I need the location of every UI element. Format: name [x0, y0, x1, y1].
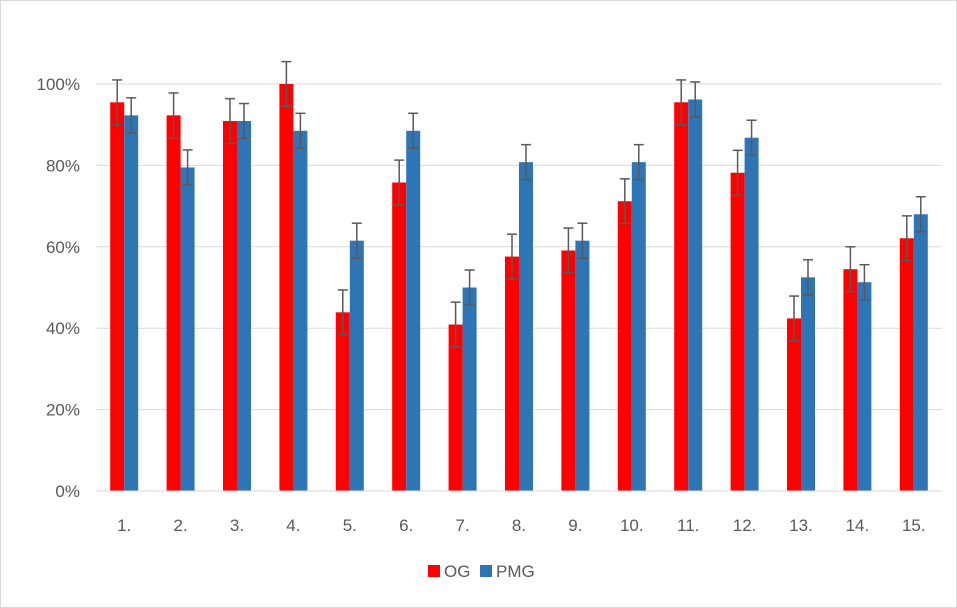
x-tick-label: 11.: [677, 516, 699, 535]
bar-og-4: [279, 84, 294, 491]
y-tick-label: 80%: [46, 156, 80, 175]
bar-og-11: [674, 102, 689, 491]
bar-og-8: [505, 256, 519, 491]
bars: [110, 84, 928, 492]
y-tick-label: 40%: [46, 319, 80, 338]
y-tick-label: 0%: [55, 482, 80, 501]
x-tick-label: 7.: [456, 516, 470, 535]
bar-og-12: [730, 172, 745, 491]
x-tick-label: 3.: [230, 516, 244, 535]
bar-pmg-9: [575, 240, 590, 491]
bar-og-14: [843, 269, 858, 491]
bar-og-15: [899, 238, 914, 491]
x-tick-label: 8.: [512, 516, 526, 535]
x-tick-label: 12.: [733, 516, 757, 535]
x-tick-label: 9.: [568, 516, 582, 535]
y-tick-label: 20%: [46, 401, 80, 420]
x-tick-label: 14.: [846, 516, 870, 535]
bar-pmg-2: [180, 167, 195, 491]
bar-og-2: [166, 115, 181, 492]
bar-og-6: [392, 182, 407, 491]
x-axis-tick-labels: 1. 2. 3. 4. 5. 6. 7. 8. 9. 10. 11. 12. 13. 14. 15.: [117, 516, 926, 535]
bar-og-5: [335, 312, 350, 491]
x-tick-label: 4.: [286, 516, 300, 535]
bar-pmg-11: [688, 99, 703, 491]
legend-label-og: OG: [444, 562, 470, 581]
x-tick-label: 1.: [117, 516, 131, 535]
y-tick-label: 60%: [46, 238, 80, 257]
bar-pmg-4: [293, 130, 308, 491]
legend: OG PMG: [428, 562, 535, 581]
bar-og-7: [448, 324, 463, 491]
bar-pmg-13: [801, 277, 815, 491]
bar-pmg-1: [124, 115, 139, 492]
bar-pmg-7: [462, 287, 477, 491]
bar-pmg-14: [857, 282, 872, 491]
x-tick-label: 15.: [902, 516, 926, 535]
legend-swatch-pmg: [480, 565, 492, 577]
bar-pmg-10: [631, 162, 646, 492]
x-tick-label: 2.: [174, 516, 188, 535]
bar-og-3: [223, 121, 237, 492]
bar-pmg-12: [744, 137, 759, 491]
bar-og-13: [787, 318, 801, 491]
bar-pmg-6: [406, 130, 421, 491]
x-tick-label: 6.: [399, 516, 413, 535]
legend-label-pmg: PMG: [496, 562, 535, 581]
x-tick-label: 10.: [620, 516, 644, 535]
bar-pmg-15: [913, 214, 928, 492]
y-tick-label: 100%: [37, 75, 80, 94]
x-tick-label: 5.: [343, 516, 357, 535]
x-tick-label: 13.: [789, 516, 813, 535]
error-bars: [112, 60, 926, 348]
bar-og-1: [110, 102, 125, 491]
y-axis-tick-labels: 0% 20% 40% 60% 80% 100%: [37, 75, 80, 501]
bar-pmg-3: [237, 121, 251, 492]
bar-og-10: [617, 201, 632, 491]
bar-pmg-8: [519, 162, 533, 492]
bar-pmg-5: [349, 240, 364, 491]
bar-og-9: [561, 250, 576, 491]
legend-swatch-og: [428, 565, 440, 577]
